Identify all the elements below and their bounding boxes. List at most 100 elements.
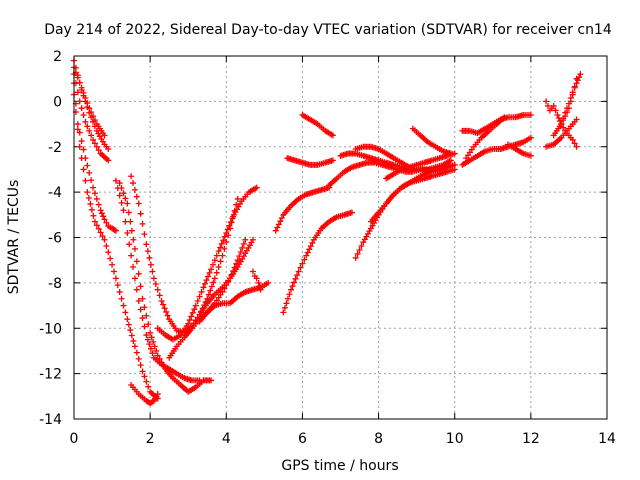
data-point	[191, 306, 198, 313]
series-arc24	[383, 150, 458, 182]
data-point	[156, 292, 163, 299]
data-point	[145, 321, 152, 328]
data-point	[210, 279, 217, 286]
data-point	[255, 279, 262, 286]
data-point	[78, 84, 85, 91]
data-point	[78, 155, 85, 162]
data-point	[153, 347, 160, 354]
data-point	[133, 349, 140, 356]
data-point	[101, 132, 108, 139]
data-point	[105, 249, 112, 256]
data-point	[80, 146, 87, 153]
data-point	[93, 143, 100, 150]
data-point	[229, 215, 236, 222]
axis-ticks: 0 2 4 6 8 10 12 14 2 0 -2 -4 -6 -8 -10 -12 -14	[39, 49, 616, 447]
data-point	[100, 213, 107, 220]
y-axis-label: SDTVAR / TECUs	[6, 180, 22, 295]
data-point	[158, 359, 165, 366]
data-point	[208, 283, 215, 290]
data-point	[253, 275, 260, 282]
data-point	[116, 192, 123, 199]
data-point	[74, 74, 81, 81]
data-point	[160, 362, 167, 369]
data-point	[149, 398, 156, 405]
y-tick-label: -12	[39, 367, 62, 383]
data-point	[80, 89, 87, 96]
data-point	[569, 89, 576, 96]
chart-title: Day 214 of 2022, Sidereal Day-to-day VTE…	[44, 22, 612, 38]
data-point	[82, 94, 89, 101]
data-point	[205, 291, 212, 298]
data-point	[154, 286, 161, 293]
data-point	[286, 291, 293, 298]
data-point	[217, 258, 224, 265]
data-point	[562, 109, 569, 116]
data-point	[137, 210, 144, 217]
data-point	[152, 281, 159, 288]
data-point	[85, 195, 92, 202]
data-point	[289, 283, 296, 290]
data-point	[82, 177, 89, 184]
data-point	[147, 329, 154, 336]
data-point	[143, 241, 150, 248]
y-tick-label: -4	[48, 185, 62, 201]
data-point	[215, 263, 222, 270]
data-point	[141, 373, 148, 380]
data-point	[95, 201, 102, 208]
data-point	[91, 218, 98, 225]
data-point	[574, 77, 581, 84]
data-point	[565, 100, 572, 107]
data-point	[577, 71, 584, 78]
data-point	[97, 229, 104, 236]
data-point	[137, 362, 144, 369]
data-point	[144, 248, 151, 255]
data-point	[91, 190, 98, 197]
data-point	[227, 219, 234, 226]
x-tick-label: 4	[222, 431, 231, 447]
data-point	[215, 248, 222, 255]
data-point	[90, 184, 97, 191]
data-point	[451, 166, 458, 173]
data-point	[283, 300, 290, 307]
data-point	[292, 275, 299, 282]
x-tick-label: 6	[298, 431, 307, 447]
data-point	[90, 212, 97, 219]
data-point	[105, 146, 112, 153]
data-point	[125, 209, 132, 216]
data-point	[303, 252, 310, 259]
data-point	[299, 260, 306, 267]
x-tick-label: 0	[70, 431, 79, 447]
y-tick-label: -8	[48, 276, 62, 292]
data-point	[139, 368, 146, 375]
series-arc25	[409, 125, 454, 157]
data-point	[573, 116, 580, 123]
data-point	[237, 249, 244, 256]
data-point	[107, 255, 114, 262]
data-point	[84, 189, 91, 196]
data-point	[90, 113, 97, 120]
series-arc10	[154, 184, 260, 343]
data-point	[447, 157, 454, 164]
data-point	[144, 336, 151, 343]
y-tick-label: 0	[53, 94, 62, 110]
data-point	[150, 275, 157, 282]
data-point	[133, 258, 140, 265]
data-point	[151, 343, 158, 350]
series-arc14	[249, 268, 264, 293]
data-point	[220, 237, 227, 244]
data-point	[291, 279, 298, 286]
data-point	[137, 283, 144, 290]
data-point	[198, 288, 205, 295]
data-point	[265, 279, 272, 286]
data-point	[135, 298, 142, 305]
y-tick-label: -14	[39, 412, 62, 428]
data-point	[147, 345, 154, 352]
data-point	[109, 261, 116, 268]
data-point	[135, 355, 142, 362]
data-point	[103, 219, 110, 226]
data-point	[131, 186, 138, 193]
series-arc5	[71, 91, 161, 402]
data-point	[272, 227, 279, 234]
x-axis-label: GPS time / hours	[281, 458, 398, 474]
data-point	[256, 283, 263, 290]
